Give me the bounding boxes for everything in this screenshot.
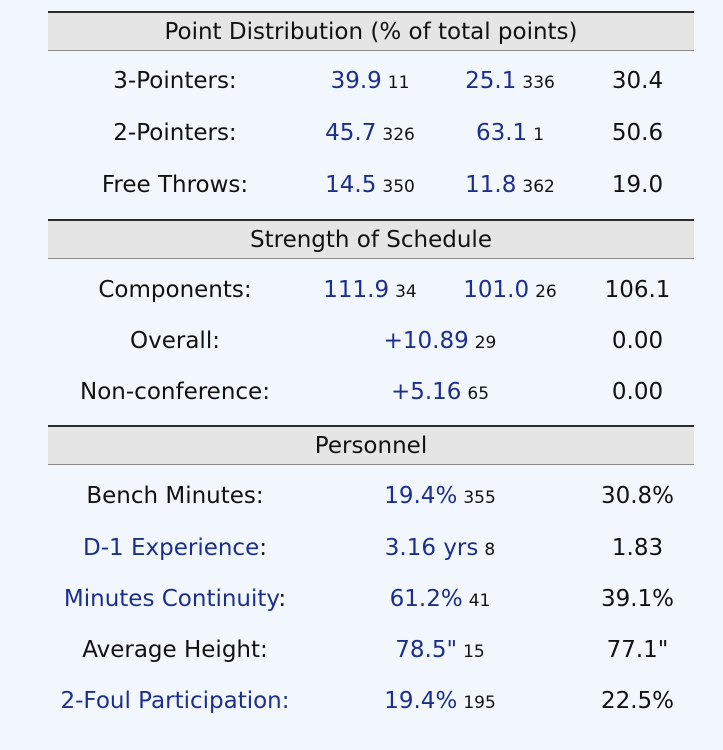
personnel-value[interactable]: 78.5" 15 (395, 637, 485, 663)
row-label: Overall: (130, 328, 220, 354)
d1-average: 1.83 (611, 535, 664, 561)
row-label: 2-Pointers: (113, 120, 237, 146)
section-header-point-distribution: Point Distribution (% of total points) (48, 11, 694, 51)
table-row-minutes-continuity: Minutes Continuity: 61.2% 41 39.1% (0, 573, 723, 625)
row-label: 3-Pointers: (113, 68, 237, 94)
nonconf-value[interactable]: +5.16 65 (390, 379, 490, 405)
defense-value[interactable]: 101.0 26 (463, 277, 557, 303)
section-header-personnel: Personnel (48, 425, 694, 465)
personnel-value[interactable]: 19.4% 355 (384, 483, 496, 509)
d1-average: 22.5% (600, 688, 675, 714)
table-row-components: Components: 111.9 34 101.0 26 106.1 (0, 264, 723, 316)
defense-value[interactable]: 25.1 336 (465, 68, 555, 94)
offense-value[interactable]: 45.7 326 (325, 120, 415, 146)
d1-average: 0.00 (611, 328, 664, 354)
row-label: Average Height: (82, 637, 268, 663)
row-label: Non-conference: (80, 379, 270, 405)
table-row-d1-experience: D-1 Experience: 3.16 yrs 8 1.83 (0, 522, 723, 574)
table-row-3-pointers: 3-Pointers: 39.9 11 25.1 336 30.4 (0, 55, 723, 107)
table-row-free-throws: Free Throws: 14.5 350 11.8 362 19.0 (0, 159, 723, 211)
row-label: Free Throws: (101, 172, 249, 198)
d1-average: 77.1" (606, 637, 669, 663)
row-label: Components: (98, 277, 252, 303)
d1-experience-link[interactable]: D-1 Experience: (83, 535, 267, 561)
d1-average: 30.4 (611, 68, 664, 94)
table-row-2-pointers: 2-Pointers: 45.7 326 63.1 1 50.6 (0, 107, 723, 159)
table-row-average-height: Average Height: 78.5" 15 77.1" (0, 624, 723, 676)
d1-average: 0.00 (611, 379, 664, 405)
d1-average: 50.6 (611, 120, 664, 146)
defense-value[interactable]: 63.1 1 (475, 120, 545, 146)
table-row-bench-minutes: Bench Minutes: 19.4% 355 30.8% (0, 470, 723, 522)
d1-average: 19.0 (611, 172, 664, 198)
row-label: Bench Minutes: (86, 483, 264, 509)
defense-value[interactable]: 11.8 362 (465, 172, 555, 198)
minutes-continuity-link[interactable]: Minutes Continuity: (63, 586, 287, 612)
section-header-strength-of-schedule: Strength of Schedule (48, 219, 694, 259)
offense-value[interactable]: 14.5 350 (325, 172, 415, 198)
d1-average: 39.1% (600, 586, 675, 612)
offense-value[interactable]: 111.9 34 (323, 277, 417, 303)
table-row-non-conference: Non-conference: +5.16 65 0.00 (0, 366, 723, 418)
personnel-value[interactable]: 3.16 yrs 8 (384, 535, 496, 561)
overall-value[interactable]: +10.89 29 (383, 328, 497, 354)
offense-value[interactable]: 39.9 11 (330, 68, 410, 94)
personnel-value[interactable]: 19.4% 195 (384, 688, 496, 714)
2-foul-participation-link[interactable]: 2-Foul Participation: (60, 688, 290, 714)
table-row-2-foul-participation: 2-Foul Participation: 19.4% 195 22.5% (0, 675, 723, 727)
table-row-overall: Overall: +10.89 29 0.00 (0, 315, 723, 367)
personnel-value[interactable]: 61.2% 41 (389, 586, 491, 612)
d1-average: 106.1 (604, 277, 671, 303)
d1-average: 30.8% (600, 483, 675, 509)
